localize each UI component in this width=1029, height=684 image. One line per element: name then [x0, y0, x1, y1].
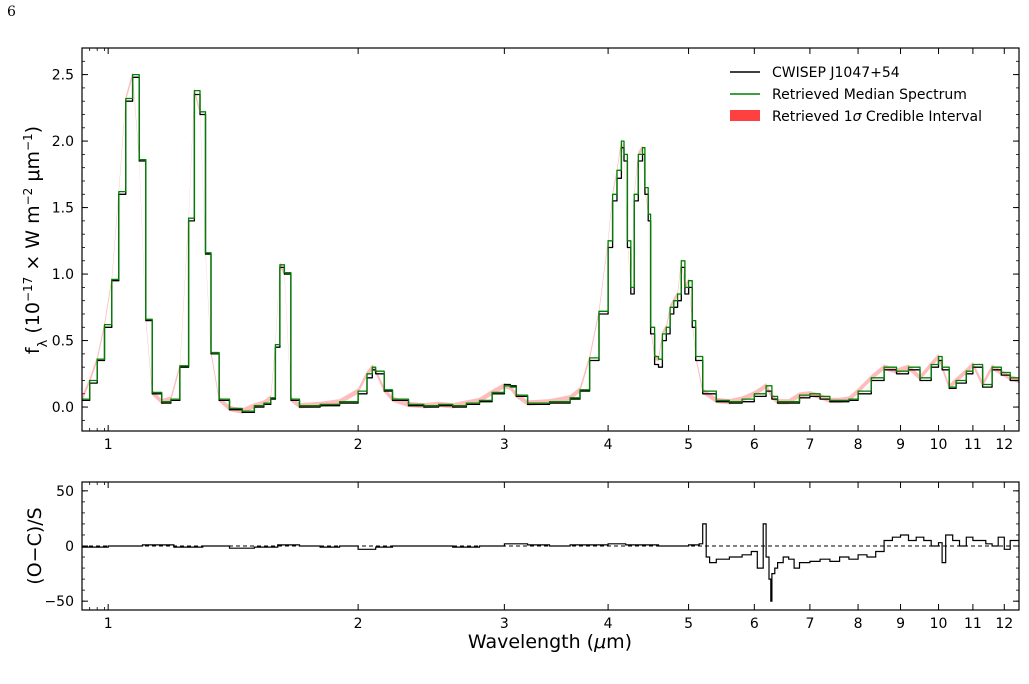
spectrum-x-tick-label: 12	[995, 437, 1013, 453]
spectrum-y-tick-label: 2.5	[52, 68, 74, 84]
residuals-x-tick-label: 12	[995, 616, 1013, 632]
spectrum-x-tick-label: 4	[604, 437, 613, 453]
spectrum-frame	[81, 47, 1020, 432]
residuals-y-tick-label: 0	[65, 539, 74, 555]
spectrum-y-tick-label: 0.0	[52, 400, 74, 416]
spectrum-x-tick-label: 5	[684, 437, 693, 453]
residuals-x-tick-label: 1	[104, 616, 113, 632]
spectrum-x-tick-label: 8	[854, 437, 863, 453]
residuals-y-tick-label: −50	[44, 594, 74, 610]
observed-spectrum-line	[82, 76, 1019, 414]
residuals-x-tick-label: 8	[854, 616, 863, 632]
residuals-y-axis-label: (O−C)/S	[24, 507, 46, 584]
spectrum-x-tick-label: 11	[964, 437, 982, 453]
residuals-x-tick-label: 11	[964, 616, 982, 632]
residuals-x-tick-label: 10	[930, 616, 948, 632]
residuals-x-tick-label: 6	[750, 616, 759, 632]
residuals-x-tick-label: 4	[604, 616, 613, 632]
residuals-x-tick-label: 9	[896, 616, 905, 632]
residuals-x-tick-label: 5	[684, 616, 693, 632]
residuals-x-tick-label: 7	[805, 616, 814, 632]
spectrum-x-tick-label: 7	[805, 437, 814, 453]
x-axis-label: Wavelength (μm)	[468, 631, 632, 653]
spectrum-x-tick-label: 9	[896, 437, 905, 453]
legend: CWISEP J1047+54 Retrieved Median Spectrum…	[730, 65, 982, 125]
legend-patch-2	[730, 110, 760, 121]
spectrum-y-axis-label: fλ (10−17 × W m−2 μm−1)	[21, 126, 51, 354]
spectrum-plot-area	[82, 71, 1019, 414]
legend-label-2: Retrieved 1σ Credible Interval	[772, 109, 982, 125]
legend-label-0: CWISEP J1047+54	[772, 65, 900, 81]
spectrum-panel: 1 2 3 4 5 6 7 8 9 10 11 120.00.51.01.52.02.5fλ (10−…	[21, 47, 1020, 453]
spectrum-x-tick-label: 10	[930, 437, 948, 453]
residuals-line	[82, 523, 1019, 602]
spectrum-y-tick-label: 2.0	[52, 134, 74, 150]
spectrum-y-tick-label: 0.5	[52, 334, 74, 350]
residuals-frame	[81, 481, 1020, 611]
residuals-x-tick-label: 3	[500, 616, 509, 632]
residuals-x-tick-label: 2	[354, 616, 363, 632]
residuals-plot-area	[82, 523, 1019, 602]
median-spectrum-line	[82, 73, 1019, 412]
spectrum-y-tick-label: 1.0	[52, 267, 74, 283]
legend-label-1: Retrieved Median Spectrum	[772, 87, 967, 103]
spectrum-x-tick-label: 2	[354, 437, 363, 453]
page-number: 6	[7, 4, 16, 20]
credible-interval-band	[82, 71, 1019, 414]
spectrum-x-tick-label: 3	[500, 437, 509, 453]
spectrum-x-tick-label: 1	[104, 437, 113, 453]
spectrum-x-tick-label: 6	[750, 437, 759, 453]
residuals-y-tick-label: 50	[56, 484, 74, 500]
spectrum-y-tick-label: 1.5	[52, 201, 74, 217]
